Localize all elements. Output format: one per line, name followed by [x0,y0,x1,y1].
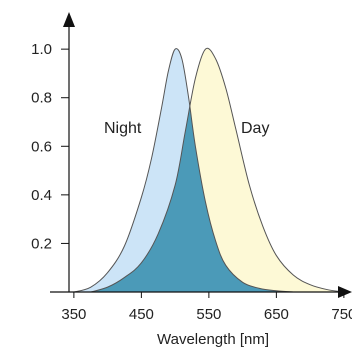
day-series-area [90,48,344,293]
y-tick-label: 0.8 [31,90,52,107]
y-tick-label: 1.0 [31,41,52,58]
x-axis-title: Wavelength [nm] [157,331,269,348]
y-tick-label: 0.4 [31,187,52,204]
y-tick-label: 0.2 [31,235,52,252]
x-axis-arrow-icon [338,286,352,298]
x-tick-label: 350 [61,306,86,323]
x-tick-label: 550 [196,306,221,323]
night-series-line [73,48,294,293]
plot-area [73,47,344,293]
axis-ticks: 0.2 0.4 0.6 0.8 1.0 350 450 550 650 750 [31,41,352,323]
x-tick-label: 650 [264,306,289,323]
y-axis-arrow-icon [63,12,75,27]
series-label-night: Night [104,120,142,137]
y-tick-label: 0.6 [31,138,52,155]
day-series-line [90,47,344,293]
x-tick-label: 750 [331,306,352,323]
series-label-day: Day [241,120,269,137]
x-tick-label: 450 [129,306,154,323]
